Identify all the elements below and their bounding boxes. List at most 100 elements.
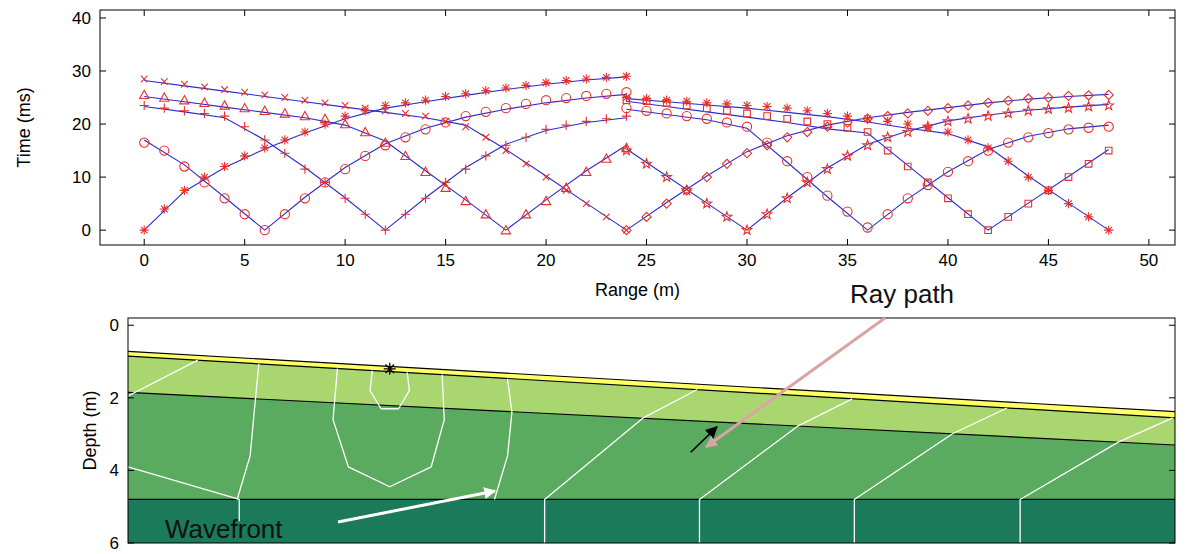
observed-point: [1024, 94, 1033, 103]
observed-point: [381, 141, 390, 150]
observed-point: [863, 114, 872, 123]
observed-point: [903, 194, 912, 203]
observed-point: [481, 151, 490, 160]
observed-point: [201, 84, 208, 91]
y-tick: [128, 470, 134, 471]
observed-point: [602, 154, 611, 162]
observed-point: [1084, 101, 1094, 110]
y-tick: [1169, 397, 1175, 398]
observed-point: [181, 81, 188, 88]
y-tick: [1169, 17, 1175, 18]
observed-point: [220, 194, 229, 203]
observed-point: [1024, 172, 1033, 181]
observed-point: [702, 114, 711, 123]
x-tick: [947, 10, 948, 16]
observed-point: [300, 165, 309, 174]
layer-boundary: [128, 392, 1175, 445]
observed-point: [260, 226, 269, 235]
computed-line: [626, 109, 1108, 230]
observed-point: [501, 83, 510, 92]
observed-point: [541, 78, 550, 87]
observed-point: [563, 187, 570, 194]
observed-point: [341, 165, 350, 174]
x-tick-label: 25: [637, 251, 656, 270]
observed-point: [402, 110, 409, 117]
x-tick: [445, 239, 446, 245]
x-tick-label: 10: [336, 251, 355, 270]
x-tick-label: 5: [240, 251, 249, 270]
observed-point: [803, 172, 812, 181]
observed-point: [240, 151, 249, 160]
observed-point: [963, 114, 973, 123]
annotation-arrow: [338, 491, 495, 522]
observed-point: [803, 127, 812, 136]
observed-point: [200, 98, 209, 106]
observed-point: [461, 89, 470, 98]
observed-point: [180, 162, 189, 171]
observed-point: [603, 214, 610, 221]
observed-point: [943, 127, 952, 136]
observed-point: [984, 98, 993, 107]
observed-point: [1004, 96, 1013, 105]
observed-point: [280, 135, 289, 144]
observed-point: [823, 191, 832, 200]
x-tick: [144, 239, 145, 245]
observed-point: [541, 196, 550, 204]
computed-line: [626, 104, 1108, 230]
observed-point: [200, 172, 209, 181]
observed-point: [883, 117, 892, 126]
observed-point: [381, 138, 390, 146]
observed-point: [381, 101, 390, 110]
observed-point: [141, 76, 148, 83]
observed-point: [180, 96, 189, 104]
x-tick: [546, 239, 547, 245]
observed-point: [481, 210, 490, 218]
observed-point: [984, 143, 993, 152]
observed-point: [422, 113, 429, 120]
y-tick: [100, 17, 106, 18]
observed-point: [622, 226, 631, 235]
observed-point: [702, 98, 711, 107]
observed-point: [782, 193, 792, 202]
y-tick-label: 0: [82, 221, 91, 240]
observed-point: [341, 119, 350, 127]
annotation: Wavefront: [165, 514, 283, 544]
observed-point: [784, 115, 791, 122]
observed-point: [883, 132, 893, 141]
observed-point: [300, 127, 309, 136]
observed-point: [341, 194, 350, 203]
observed-point: [1064, 125, 1073, 134]
observed-point: [461, 196, 470, 204]
observed-point: [965, 211, 972, 218]
observed-point: [864, 129, 871, 136]
y-axis-title: Time (ms): [14, 87, 34, 167]
x-tick: [144, 10, 145, 16]
observed-point: [622, 146, 632, 155]
observed-point: [541, 96, 550, 105]
observed-point: [1065, 174, 1072, 181]
observed-point: [722, 118, 731, 127]
observed-point: [361, 127, 370, 135]
computed-line: [626, 94, 1108, 230]
observed-point: [1104, 90, 1113, 99]
observed-point: [582, 74, 591, 83]
observed-point: [1024, 133, 1033, 142]
observed-point: [280, 210, 289, 219]
observed-point: [200, 178, 209, 187]
observed-point: [401, 151, 410, 159]
observed-point: [342, 102, 349, 109]
observed-point: [1064, 103, 1074, 112]
source: [384, 363, 396, 375]
observed-point: [421, 96, 430, 105]
observed-point: [762, 209, 772, 218]
observed-point: [943, 104, 952, 113]
wavefront: [1020, 418, 1173, 543]
chart-xy: 05101520253035404550010203040Range (m)Ti…: [14, 9, 1175, 300]
wavefront: [854, 408, 1007, 543]
x-tick: [1148, 239, 1149, 245]
observed-point: [662, 109, 671, 118]
observed-point: [260, 135, 269, 144]
observed-point: [160, 93, 169, 101]
y-tick: [1169, 230, 1175, 231]
observed-point: [240, 104, 249, 112]
